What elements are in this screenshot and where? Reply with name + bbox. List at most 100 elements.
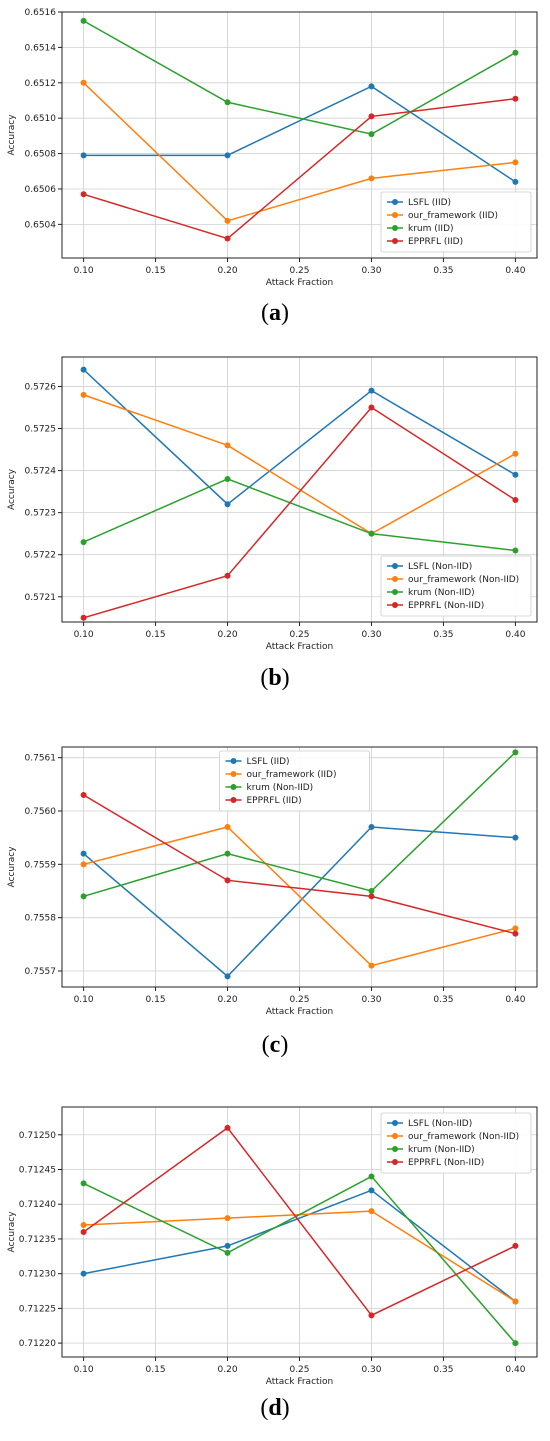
y-axis-label: Accuracy [7, 1211, 17, 1253]
data-point [368, 1187, 375, 1194]
x-tick-label: 0.20 [218, 1365, 238, 1375]
data-point [368, 1173, 375, 1180]
series-line [83, 82, 516, 222]
legend-marker [230, 758, 237, 764]
series-our-framework [80, 79, 519, 224]
y-axis: 0.71220 0.71225 0.71230 0.71235 0.71240 0.712… [7, 1131, 62, 1349]
x-tick-label: 0.10 [74, 1365, 94, 1375]
series-line [83, 1126, 516, 1317]
figure-panel-d: 0.10 0.15 0.20 0.25 0.30 0.35 0.40 Attack Fract… [0, 1095, 550, 1441]
data-point [368, 1208, 375, 1215]
legend-marker [230, 771, 237, 777]
data-point [512, 471, 519, 478]
data-point [80, 391, 87, 398]
data-point [368, 131, 375, 138]
x-tick-label: 0.20 [218, 995, 238, 1005]
y-tick-label: 0.7558 [25, 914, 57, 924]
accuracy-line-chart-c: 0.10 0.15 0.20 0.25 0.30 0.35 0.40 Attack Fract… [7, 746, 538, 1017]
data-point [80, 1270, 87, 1277]
accuracy-line-chart-a: 0.10 0.15 0.20 0.25 0.30 0.35 0.40 Attack Fract… [7, 8, 538, 288]
y-tick-label: 0.6504 [25, 220, 57, 230]
x-tick-label: 0.30 [361, 1365, 381, 1375]
data-point [224, 1215, 231, 1222]
series-line [83, 1189, 516, 1303]
x-tick-label: 0.10 [74, 995, 94, 1005]
y-tick-label: 0.7557 [25, 967, 57, 977]
y-axis: 0.5721 0.5722 0.5723 0.5724 0.5725 0.5726 Accu… [7, 382, 62, 603]
y-tick-label: 0.71235 [19, 1235, 56, 1245]
legend-marker [392, 212, 398, 218]
legend-marker [392, 563, 398, 569]
data-point [224, 1242, 231, 1249]
series-line [83, 826, 516, 967]
legend-entry-label: EPPRFL (Non-IID) [408, 1158, 484, 1168]
y-tick-label: 0.7560 [25, 807, 57, 817]
legend-box [380, 555, 532, 617]
y-tick-label: 0.5722 [25, 551, 57, 561]
series-line [83, 97, 516, 240]
x-tick-label: 0.25 [289, 266, 309, 276]
y-tick-label: 0.6514 [25, 43, 57, 53]
legend-marker [392, 225, 398, 231]
x-tick-label: 0.15 [146, 995, 166, 1005]
x-tick-label: 0.40 [505, 995, 525, 1005]
data-point [80, 539, 87, 546]
data-point [224, 1249, 231, 1256]
y-tick-label: 0.71245 [19, 1166, 56, 1176]
series-krum [80, 749, 519, 900]
x-tick-label: 0.15 [146, 630, 166, 640]
x-tick-label: 0.30 [361, 266, 381, 276]
data-point [368, 113, 375, 120]
data-point [368, 824, 375, 830]
legend-box [219, 750, 370, 812]
y-tick-label: 0.71250 [19, 1131, 56, 1141]
data-point [512, 178, 519, 185]
legend: LSFL (IID) our_framework (IID) krum (Non-I… [219, 750, 370, 812]
legend-entry-label: EPPRFL (IID) [408, 237, 463, 247]
y-tick-label: 0.71225 [19, 1304, 56, 1314]
panel-label-d: (d) [260, 1395, 290, 1421]
series-epprfl [80, 1124, 519, 1319]
data-point [512, 49, 519, 56]
legend-marker [392, 238, 398, 244]
y-tick-label: 0.6512 [25, 79, 57, 89]
legend-marker [230, 784, 237, 790]
x-tick-label: 0.10 [74, 630, 94, 640]
x-tick-label: 0.35 [433, 266, 453, 276]
x-tick-label: 0.35 [433, 1365, 453, 1375]
data-point [80, 17, 87, 24]
data-point [224, 152, 231, 159]
legend-marker [392, 1159, 398, 1165]
y-tick-label: 0.5723 [25, 509, 57, 519]
series-epprfl [80, 95, 519, 242]
legend-box [380, 191, 532, 253]
y-tick-label: 0.6510 [25, 114, 57, 124]
legend: LSFL (Non-IID) our_framework (Non-IID) kru… [380, 1112, 532, 1174]
y-tick-label: 0.71230 [19, 1270, 56, 1280]
legend-entry-label: our_framework (IID) [408, 211, 498, 221]
series-krum [80, 475, 519, 554]
data-point [224, 973, 231, 980]
x-tick-label: 0.35 [433, 995, 453, 1005]
series-line [83, 1175, 516, 1344]
data-point [224, 442, 231, 449]
legend-entry-label: krum (Non-IID) [247, 783, 314, 793]
data-point [512, 450, 519, 457]
data-point [224, 824, 231, 830]
y-tick-label: 0.6516 [25, 8, 57, 18]
x-axis-label: Attack Fraction [266, 642, 334, 652]
legend-marker [392, 576, 398, 582]
legend-marker [392, 1133, 398, 1139]
y-axis: 0.7557 0.7558 0.7559 0.7560 0.7561 Accuracy [7, 754, 62, 977]
x-tick-label: 0.40 [505, 630, 525, 640]
series-line [83, 406, 516, 619]
x-tick-label: 0.20 [218, 630, 238, 640]
y-tick-label: 0.6506 [25, 185, 57, 195]
legend: LSFL (IID) our_framework (IID) krum (IID) E… [380, 191, 532, 253]
data-point [368, 530, 375, 537]
x-tick-label: 0.30 [361, 630, 381, 640]
x-tick-label: 0.25 [289, 1365, 309, 1375]
legend-entry-label: LSFL (Non-IID) [408, 562, 472, 572]
data-point [224, 877, 231, 884]
series-line [83, 478, 516, 552]
